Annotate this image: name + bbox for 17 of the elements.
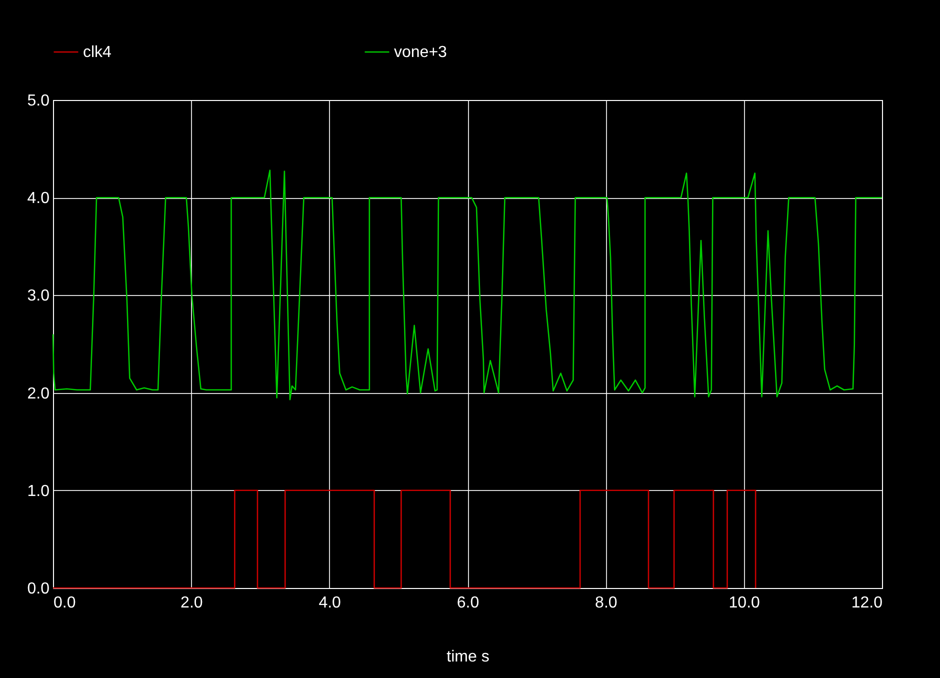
y-tick-label: 5.0: [27, 92, 50, 110]
x-tick-label: 10.0: [728, 594, 760, 612]
y-tick-label: 1.0: [27, 482, 50, 500]
x-tick-label: 6.0: [456, 594, 480, 612]
x-tick-label: 0.0: [54, 594, 76, 612]
y-tick-label: 4.0: [27, 190, 50, 208]
x-tick-label: 8.0: [595, 594, 618, 612]
legend-label: clk4: [83, 44, 112, 61]
x-tick-label: 2.0: [180, 594, 203, 612]
line-series: [52, 170, 883, 400]
x-tick-label: 12.0: [851, 594, 883, 612]
y-tick-label: 2.0: [27, 385, 50, 402]
legend-label: vone+3: [394, 44, 448, 61]
x-axis-title: time s: [446, 648, 490, 666]
y-tick-label: 3.0: [27, 288, 50, 305]
x-tick-label: 4.0: [318, 594, 342, 612]
y-tick-label: 0.0: [27, 580, 50, 598]
